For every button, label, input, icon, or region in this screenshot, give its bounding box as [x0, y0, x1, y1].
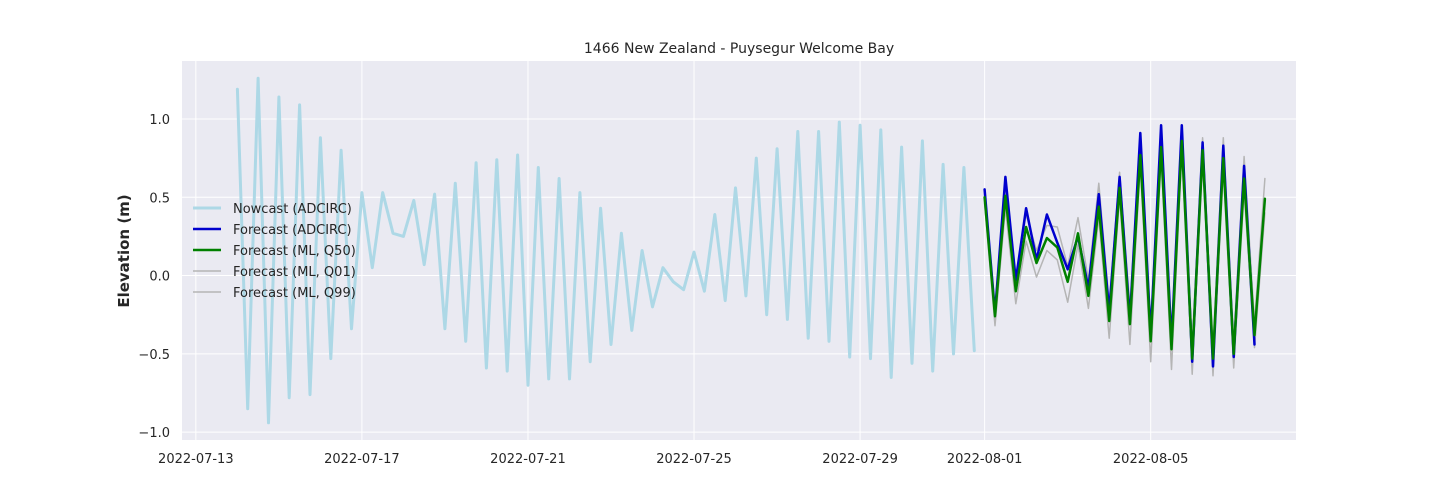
y-tick-label: −1.0 [138, 426, 170, 441]
tick-labels: 2022-07-13 2022-07-17 2022-07-21 2022-07-25… [138, 113, 1188, 467]
plot-area [182, 61, 1296, 440]
chart-title: 1466 New Zealand - Puysegur Welcome Bay [584, 41, 894, 57]
y-tick-label: 1.0 [149, 113, 170, 128]
legend: Nowcast (ADCIRC) Forecast (ADCIRC) Forecas… [193, 202, 356, 301]
legend-label: Forecast (ML, Q01) [233, 265, 356, 280]
y-tick-label: 0.5 [149, 191, 170, 206]
grid [182, 61, 1296, 440]
x-tick-label: 2022-07-17 [324, 452, 400, 467]
x-tick-label: 2022-07-29 [822, 452, 898, 467]
x-tick-label: 2022-07-25 [656, 452, 732, 467]
legend-label: Nowcast (ADCIRC) [233, 202, 352, 217]
x-tick-label: 2022-07-13 [158, 452, 234, 467]
series-layer [235, 76, 1267, 425]
x-tick-label: 2022-08-05 [1113, 452, 1189, 467]
legend-label: Forecast (ML, Q99) [233, 286, 356, 301]
x-tick-label: 2022-08-01 [947, 452, 1023, 467]
series-line-0 [235, 76, 976, 425]
y-tick-label: −0.5 [138, 348, 170, 363]
legend-label: Forecast (ML, Q50) [233, 244, 356, 259]
x-tick-label: 2022-07-21 [490, 452, 566, 467]
y-tick-label: 0.0 [149, 270, 170, 285]
legend-label: Forecast (ADCIRC) [233, 223, 352, 238]
series-line-2 [983, 139, 1267, 360]
y-axis-label: Elevation (m) [115, 194, 133, 307]
